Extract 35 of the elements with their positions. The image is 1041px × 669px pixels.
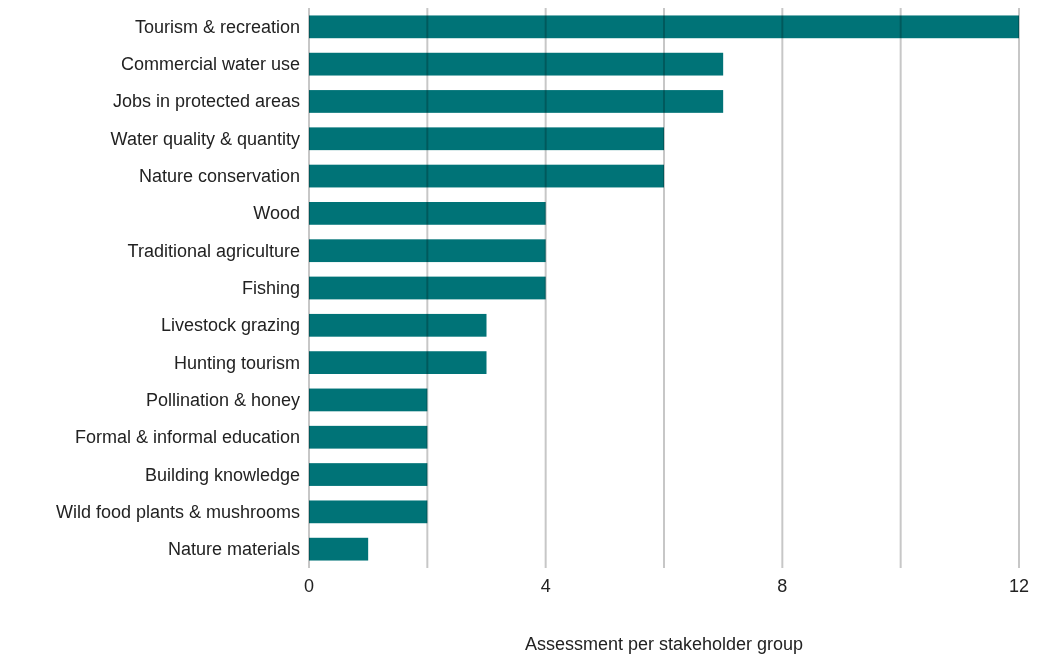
y-tick-label: Nature conservation [138,166,300,187]
bar [309,15,1019,39]
bar [309,202,546,225]
bar [309,537,369,561]
y-tick-label: Fishing [241,278,300,298]
y-tick-label: Jobs in protected areas [112,91,300,112]
y-tick-label: Pollination & honey [145,389,300,410]
bar [309,351,487,374]
bar [309,90,724,113]
bar [309,52,724,76]
bar [309,388,428,412]
y-tick-label: Tourism & recreation [134,16,300,37]
y-tick-label: Water quality & quantity [110,128,300,149]
bar [309,500,428,524]
x-tick-label: 4 [540,576,551,596]
y-tick-label: Hunting tourism [173,352,300,373]
y-tick-label: Nature materials [167,539,300,560]
x-tick-label: 0 [303,576,315,596]
y-tick-label: Livestock grazing [160,315,300,336]
y-tick-label: Wild food plants & mushrooms [55,501,300,522]
x-axis-title: Assessment per stakeholder group [524,634,804,654]
x-tick-label: 8 [777,576,788,596]
y-tick-label: Building knowledge [144,464,300,485]
y-tick-label: Formal & informal education [74,427,300,448]
bar [309,425,428,449]
x-tick-label: 12 [1008,576,1030,596]
bar [309,164,664,188]
y-tick-label: Traditional agriculture [127,240,300,261]
bar [309,276,546,300]
bar [309,127,664,151]
y-tick-label: Wood [253,203,300,224]
bar [309,463,428,486]
bar [309,239,546,263]
bar [309,313,487,337]
y-tick-label: Commercial water use [120,54,300,75]
